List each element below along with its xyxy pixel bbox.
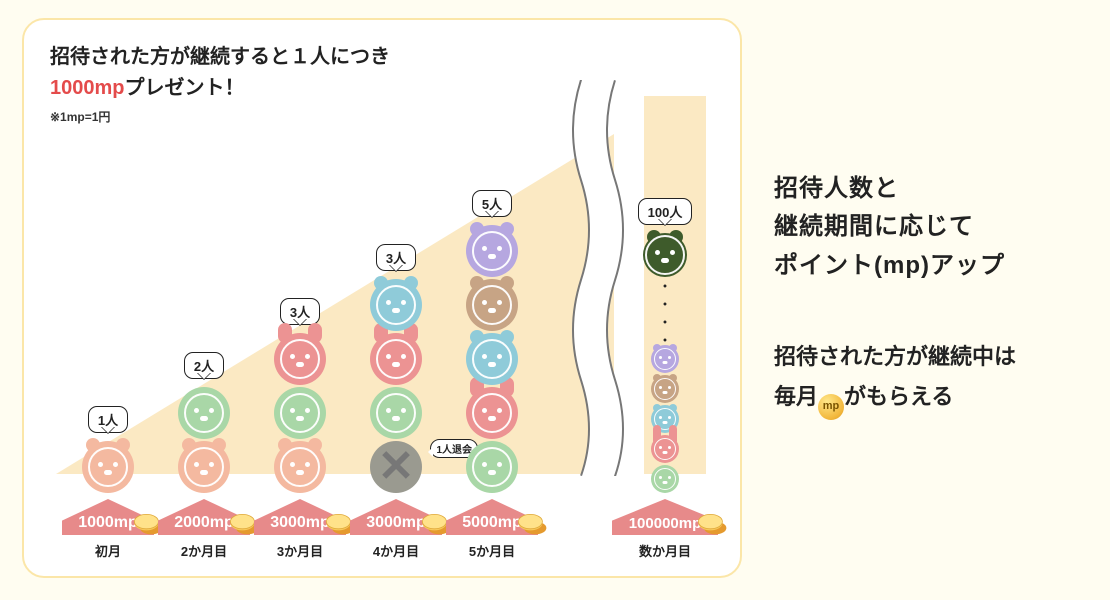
month-label: 4か月目 [373, 541, 419, 560]
count-bubble: 3人 [280, 298, 320, 325]
column-foot: 3000mp 3か月目 [254, 493, 346, 560]
animal-panda-icon [82, 441, 134, 493]
month-label: 3か月目 [277, 541, 323, 560]
count-bubble: 5人 [472, 190, 512, 217]
animal-bunny-icon [651, 435, 679, 463]
animal-bunny-icon [466, 387, 518, 439]
animal-stack: ✕1人退会 [370, 279, 422, 493]
side-sub-l2: 毎月mpがもらえる [774, 377, 1092, 420]
animal-cat-icon [466, 333, 518, 385]
chart-column: 3人 ✕1人退会 3000mp 4か月目 [350, 244, 442, 560]
count-bubble: 100人 [638, 198, 693, 225]
mp-flag: 100000mp [612, 499, 718, 535]
mp-flag: 1000mp [62, 499, 154, 535]
side-sub-l2a: 毎月 [774, 384, 818, 409]
animal-stack: ・・・・ [643, 233, 687, 493]
month-label: 初月 [95, 541, 121, 560]
animal-panda-icon [274, 441, 326, 493]
column-foot: 3000mp 4か月目 [350, 493, 442, 560]
side-heading-l1: 招待人数と [774, 170, 1092, 208]
animal-tiger-icon [651, 345, 679, 373]
chart-column: 1人 1000mp 初月 [62, 406, 154, 560]
animal-dog-icon [274, 387, 326, 439]
animal-tiger-icon [466, 225, 518, 277]
chart-column: 2人 2000mp 2か月目 [158, 352, 250, 560]
month-label: 2か月目 [181, 541, 227, 560]
chart-column: 100人・・・・ 100000mp 数か月目 [612, 198, 718, 560]
mp-flag: 2000mp [158, 499, 250, 535]
animal-stack [82, 441, 134, 493]
column-foot: 5000mp 5か月目 [446, 493, 538, 560]
chart-column: 3人 3000mp 3か月目 [254, 298, 346, 560]
title-line1: 招待された方が継続すると１人につき [50, 42, 718, 73]
month-label: 数か月目 [639, 541, 691, 560]
mp-flag: 5000mp [446, 499, 538, 535]
animal-stack [178, 387, 230, 493]
animal-bunny-icon [274, 333, 326, 385]
column-foot: 1000mp 初月 [62, 493, 154, 560]
animal-koala-icon [466, 279, 518, 331]
chart-column: 5人 5000mp 5か月目 [446, 190, 538, 560]
column-foot: 2000mp 2か月目 [158, 493, 250, 560]
animal-removed-icon: ✕1人退会 [370, 441, 422, 493]
animal-dog-icon [178, 387, 230, 439]
animal-stack [466, 225, 518, 493]
animal-panda-icon [178, 441, 230, 493]
side-heading: 招待人数と 継続期間に応じて ポイント(mp)アップ [774, 170, 1092, 285]
side-sub-l2b: がもらえる [844, 384, 953, 409]
dots-icon: ・・・・ [655, 279, 675, 343]
side-text: 招待人数と 継続期間に応じて ポイント(mp)アップ 招待された方が継続中は 毎… [742, 0, 1110, 600]
side-sub-l1: 招待された方が継続中は [774, 337, 1092, 377]
infographic-panel: 招待された方が継続すると１人につき 1000mpプレゼント！ ※1mp=1円 1… [22, 18, 742, 578]
animal-cat-icon [370, 279, 422, 331]
mp-flag: 3000mp [350, 499, 442, 535]
count-bubble: 1人 [88, 406, 128, 433]
side-heading-l2: 継続期間に応じて [774, 208, 1092, 246]
side-sub: 招待された方が継続中は 毎月mpがもらえる [774, 337, 1092, 420]
month-label: 5か月目 [469, 541, 515, 560]
column-foot: 100000mp 数か月目 [612, 493, 718, 560]
mp-coin-icon: mp [818, 394, 844, 420]
animal-dog-icon [466, 441, 518, 493]
side-heading-l3: ポイント(mp)アップ [774, 247, 1092, 285]
count-bubble: 3人 [376, 244, 416, 271]
animal-koala-icon [651, 375, 679, 403]
animal-dog-icon [370, 387, 422, 439]
animal-dog-icon [651, 465, 679, 493]
animal-deer-icon [643, 233, 687, 277]
mp-flag: 3000mp [254, 499, 346, 535]
count-bubble: 2人 [184, 352, 224, 379]
animal-stack [274, 333, 326, 493]
animal-bunny-icon [370, 333, 422, 385]
chart-area: 1人 1000mp 初月 2人 2000mp 2か月目 3人 3000mp 3か月目 3人 ✕1人退… [50, 90, 714, 560]
